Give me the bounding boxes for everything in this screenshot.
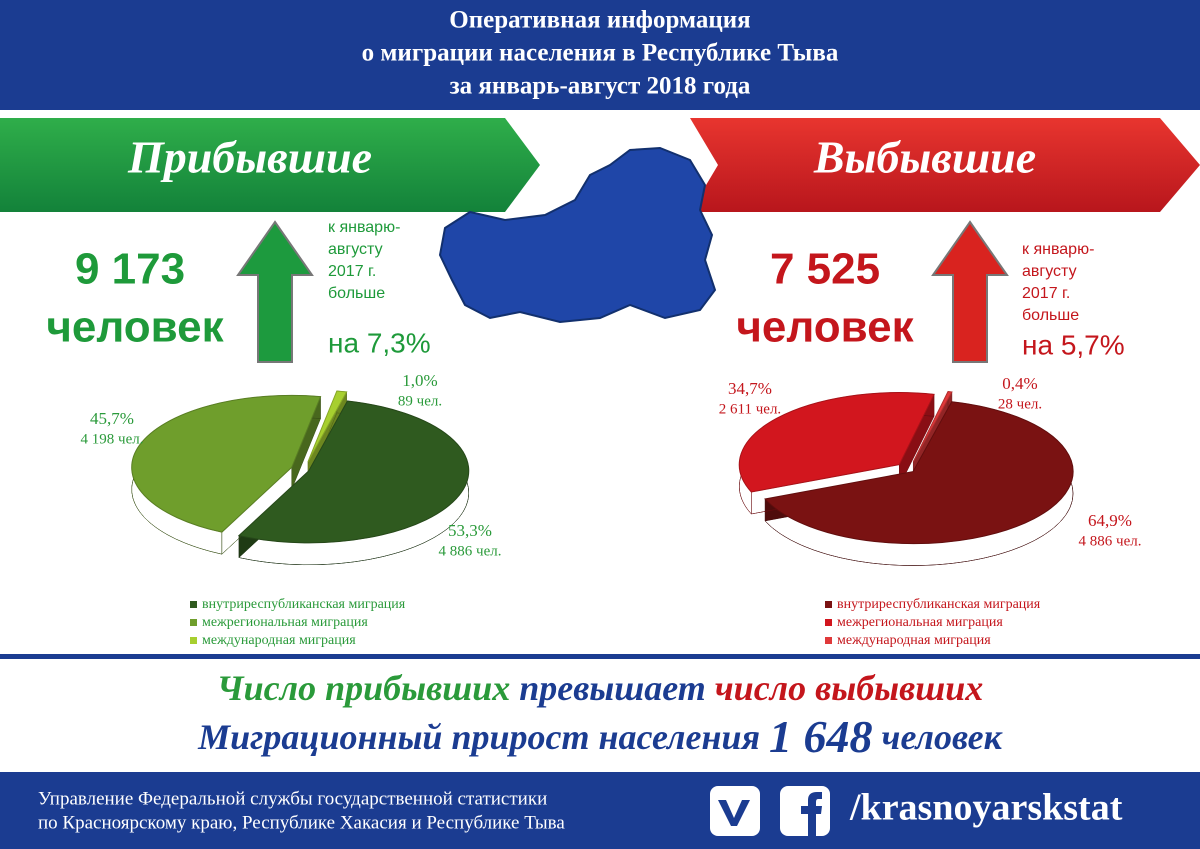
summary-part: 1 648 (769, 711, 873, 762)
region-map (438, 146, 717, 324)
comparison-value: на 7,3% (328, 327, 431, 358)
departures-unit: человек (736, 303, 914, 352)
footer-band (0, 772, 1200, 849)
summary-part: человек (882, 717, 1003, 757)
comparison-text: августу (328, 241, 383, 258)
value-label: 53,3% (448, 521, 492, 540)
departures-total: 7 525 (770, 245, 880, 294)
value-label: 1,0% (402, 371, 437, 390)
comparison-text: больше (1022, 307, 1079, 324)
pie-slice (764, 401, 1074, 545)
summary-part: число выбывших (715, 668, 983, 708)
pie-slice (307, 390, 348, 463)
comparison-text: 2017 г. (1022, 285, 1070, 302)
arrivals-total: 9 173 (75, 245, 185, 294)
count-label: 4 886 чел. (439, 543, 502, 559)
legend-label: межрегиональная миграция (837, 615, 1003, 630)
legend-label: межрегиональная миграция (202, 615, 368, 630)
legend-swatch (825, 619, 832, 626)
value-label: 0,4% (1002, 374, 1037, 393)
arrivals-heading: Прибывшие (127, 132, 372, 183)
legend-swatch (190, 601, 197, 608)
legend-label: международная миграция (837, 633, 991, 648)
pie-slice (131, 394, 322, 533)
charts: 53,3% 4 886 чел. внутриреспубликанская миг… (81, 371, 1142, 648)
summary-part: Миграционный прирост населения (197, 717, 760, 757)
header-band (0, 0, 1200, 110)
comparison-text: 2017 г. (328, 263, 376, 280)
legend-swatch (825, 601, 832, 608)
legend-swatch (190, 619, 197, 626)
departures-heading: Выбывшие (813, 132, 1036, 183)
value-label: 64,9% (1088, 511, 1132, 530)
comparison-value: на 5,7% (1022, 329, 1125, 360)
comparison-text: к январю- (1022, 241, 1094, 258)
count-label: 4 886 чел. (1079, 533, 1142, 549)
value-label: 45,7% (90, 409, 134, 428)
value-label: 34,7% (728, 379, 772, 398)
count-label: 2 611 чел. (719, 401, 781, 417)
legend-swatch (825, 637, 832, 644)
comparison-text: больше (328, 285, 385, 302)
arrivals-unit: человек (46, 303, 224, 352)
divider (0, 654, 1200, 659)
pie-slice (237, 400, 470, 544)
pie-slice (738, 392, 935, 493)
legend-label: внутриреспубликанская миграция (837, 597, 1041, 612)
count-label: 89 чел. (398, 393, 442, 409)
vk-glyph (718, 800, 750, 826)
departures-banner (690, 118, 1200, 212)
up-arrow (931, 220, 1009, 363)
footer-org: Управление Федеральной службы государств… (38, 788, 547, 809)
comparison-text: августу (1022, 263, 1077, 280)
summary-line: Число прибывших превышает число выбывших (217, 668, 984, 708)
legend-label: международная миграция (202, 633, 356, 648)
arrivals-banner (0, 118, 540, 212)
legend-swatch (190, 637, 197, 644)
footer-org: по Красноярскому краю, Республике Хакаси… (38, 812, 565, 833)
title-line: о миграции населения в Республике Тыва (362, 40, 839, 67)
pie-slice (912, 391, 953, 463)
vk-icon[interactable] (710, 786, 760, 836)
comparison-text: к январю- (328, 219, 400, 236)
summary-line: Миграционный прирост населения 1 648 чел… (197, 711, 1003, 762)
social-handle[interactable]: /krasnoyarskstat (849, 787, 1123, 829)
count-label: 28 чел. (998, 396, 1042, 412)
count-label: 4 198 чел. (81, 431, 144, 447)
title-line: за январь-август 2018 года (450, 73, 751, 100)
summary-part: Число прибывших (217, 668, 510, 708)
legend-label: внутриреспубликанская миграция (202, 597, 406, 612)
up-arrow (236, 220, 314, 363)
summary-part: превышает (519, 668, 706, 708)
facebook-glyph (801, 792, 822, 836)
title-line: Оперативная информация (449, 7, 750, 34)
